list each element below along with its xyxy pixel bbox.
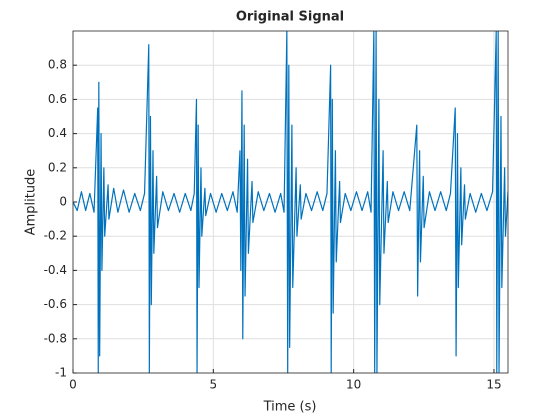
y-tick-label: -0.4	[44, 263, 67, 277]
x-tick-label: 10	[346, 378, 361, 392]
y-tick-label: -0.6	[44, 297, 67, 311]
y-tick-label: -0.8	[44, 331, 67, 345]
y-axis-label: Amplitude	[24, 169, 39, 236]
y-tick-label: 0	[59, 195, 67, 209]
x-tick-label: 15	[486, 378, 501, 392]
y-tick-label: 0.6	[48, 92, 67, 106]
x-tick-label: 5	[210, 378, 218, 392]
y-tick-label: -0.2	[44, 229, 67, 243]
y-tick-label: 0.8	[48, 58, 67, 72]
x-axis-label: Time (s)	[263, 400, 317, 415]
chart-title: Original Signal	[236, 10, 344, 25]
signal-line	[73, 31, 508, 373]
y-tick-label: -1	[55, 366, 67, 380]
y-tick-label: 0.4	[48, 126, 67, 140]
series	[73, 31, 508, 373]
x-tick-label: 0	[69, 378, 77, 392]
ticks: 0 5 10 15 -1 -0.8 -0.6 -0.4 -0.2 0 0.2 0.4 0.6 0.8	[44, 58, 502, 392]
y-tick-label: 0.2	[48, 160, 67, 174]
